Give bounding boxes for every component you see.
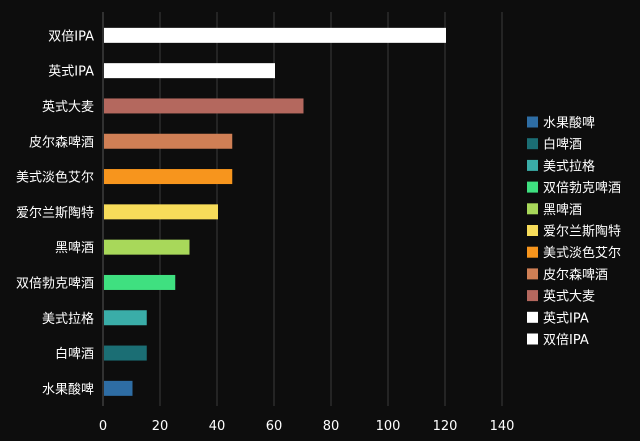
bar	[104, 98, 304, 114]
category-label: 皮尔森啤酒	[29, 135, 94, 150]
legend-swatch	[527, 290, 538, 302]
x-tick-label: 140	[490, 419, 515, 434]
legend-swatch	[527, 203, 538, 215]
legend-label: 英式大麦	[543, 290, 595, 305]
category-label: 美式淡色艾尔	[16, 170, 94, 186]
category-label: 白啤酒	[55, 346, 94, 362]
legend-label: 黑啤酒	[543, 203, 582, 218]
bar	[104, 239, 190, 255]
bar	[104, 310, 147, 326]
bar	[104, 380, 133, 396]
legend-swatch	[527, 225, 538, 236]
bar	[104, 169, 233, 185]
category-label: 水果酸啤	[42, 382, 94, 397]
category-label: 英式大麦	[42, 100, 94, 115]
legend-label: 英式IPA	[543, 311, 589, 326]
legend-label: 双倍勃克啤酒	[543, 181, 621, 196]
legend-label: 双倍IPA	[543, 333, 589, 348]
legend-label: 美式淡色艾尔	[543, 245, 621, 261]
x-tick-label: 80	[323, 419, 340, 434]
bar	[104, 27, 446, 43]
category-label: 双倍勃克啤酒	[16, 276, 94, 291]
legend-label: 美式拉格	[543, 158, 595, 174]
x-tick-label: 100	[376, 419, 401, 434]
category-label: 英式IPA	[48, 65, 94, 80]
x-tick-label: 20	[152, 419, 169, 434]
legend-swatch	[527, 246, 538, 258]
legend-swatch	[527, 138, 538, 150]
x-tick-label: 120	[433, 419, 458, 434]
category-label: 双倍IPA	[48, 29, 94, 44]
bar	[104, 133, 233, 149]
bar	[104, 63, 275, 79]
legend-label: 皮尔森啤酒	[543, 268, 608, 283]
x-tick-label: 0	[99, 419, 107, 434]
legend-label: 水果酸啤	[543, 116, 595, 131]
x-tick-label: 60	[266, 419, 283, 434]
legend-swatch	[527, 116, 538, 128]
x-tick-labels: 0 20 40 60 80 100 120 140	[99, 419, 515, 434]
category-label: 爱尔兰斯陶特	[16, 205, 94, 221]
category-label: 美式拉格	[42, 311, 94, 327]
bars	[104, 27, 446, 396]
x-tick-label: 40	[209, 419, 226, 434]
category-label: 黑啤酒	[55, 241, 94, 256]
bar	[104, 274, 176, 290]
bar	[104, 204, 218, 220]
legend-swatch	[527, 159, 538, 171]
bar	[104, 345, 147, 361]
legend: 水果酸啤白啤酒美式拉格双倍勃克啤酒黑啤酒爱尔兰斯陶特美式淡色艾尔皮尔森啤酒英式大…	[527, 116, 621, 348]
legend-swatch	[527, 311, 538, 323]
legend-swatch	[527, 268, 538, 280]
legend-label: 爱尔兰斯陶特	[543, 224, 621, 240]
legend-swatch	[527, 333, 538, 345]
legend-label: 白啤酒	[543, 137, 582, 153]
legend-swatch	[527, 181, 538, 193]
